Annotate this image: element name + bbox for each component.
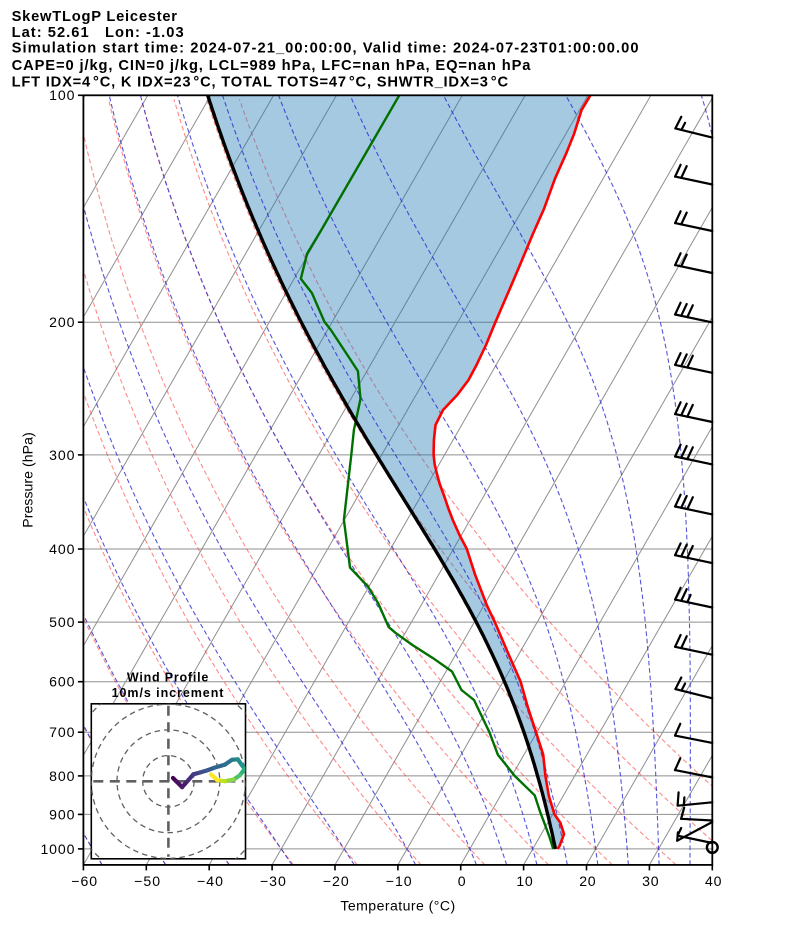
svg-text:1000: 1000 — [40, 841, 75, 857]
svg-text:30: 30 — [642, 873, 659, 889]
svg-text:700: 700 — [49, 724, 75, 740]
svg-text:10m/s increment: 10m/s increment — [112, 686, 225, 700]
svg-text:−10: −10 — [386, 873, 413, 889]
svg-text:800: 800 — [49, 768, 75, 784]
svg-text:40: 40 — [705, 873, 722, 889]
svg-text:200: 200 — [49, 314, 75, 330]
svg-text:CAPE=0 j/kg, CIN=0 j/kg, LCL=9: CAPE=0 j/kg, CIN=0 j/kg, LCL=989 hPa, LF… — [12, 58, 532, 74]
svg-text:300: 300 — [49, 447, 75, 463]
svg-text:−20: −20 — [323, 873, 350, 889]
svg-text:Lat: 52.61 Lon: -1.03: Lat: 52.61 Lon: -1.03 — [12, 25, 185, 41]
svg-text:SkewTLogP Leicester: SkewTLogP Leicester — [12, 9, 178, 25]
svg-text:Wind Profile: Wind Profile — [127, 670, 209, 684]
svg-text:400: 400 — [49, 541, 75, 557]
svg-text:−50: −50 — [134, 873, 161, 889]
svg-text:600: 600 — [49, 674, 75, 690]
svg-text:Simulation start time: 2024-07: Simulation start time: 2024-07-21_00:00:… — [12, 41, 640, 57]
svg-text:500: 500 — [49, 614, 75, 630]
svg-text:LFT IDX=4 °C, K IDX=23 °C, TOT: LFT IDX=4 °C, K IDX=23 °C, TOTAL TOTS=47… — [12, 75, 509, 91]
svg-text:−30: −30 — [260, 873, 287, 889]
svg-text:Temperature (°C): Temperature (°C) — [340, 897, 455, 913]
svg-text:−60: −60 — [71, 873, 98, 889]
svg-text:Pressure (hPa): Pressure (hPa) — [20, 432, 36, 527]
svg-text:−40: −40 — [197, 873, 224, 889]
svg-text:0: 0 — [458, 873, 467, 889]
svg-text:20: 20 — [579, 873, 596, 889]
svg-text:900: 900 — [49, 806, 75, 822]
svg-text:10: 10 — [516, 873, 533, 889]
